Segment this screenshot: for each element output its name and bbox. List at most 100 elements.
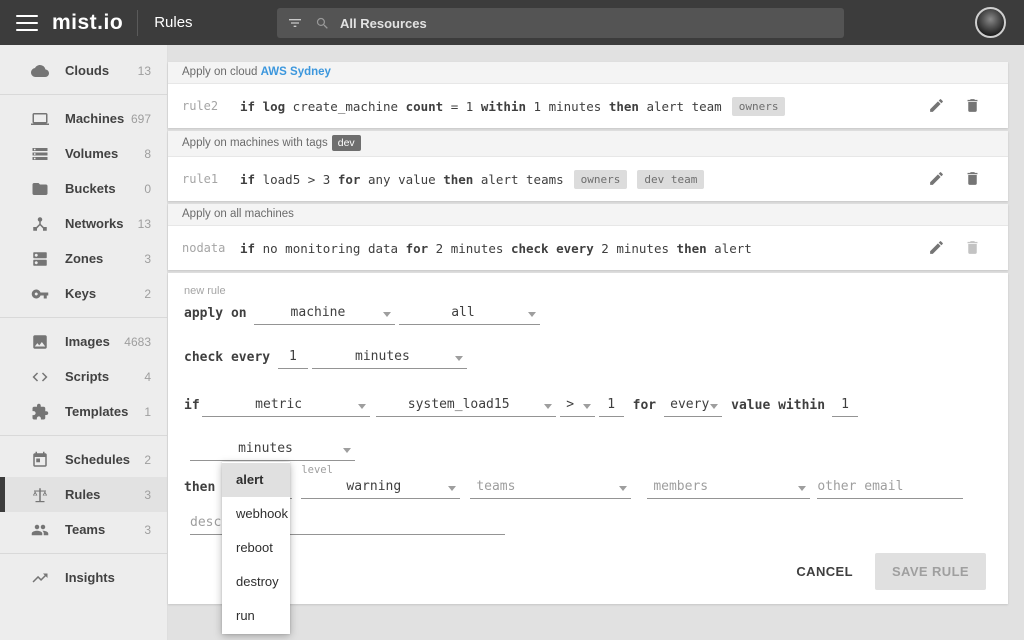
header-divider [137,9,139,36]
operator-select[interactable]: > [559,397,595,417]
delete-icon[interactable] [964,97,982,115]
filter-icon [289,19,301,27]
save-rule-button: SAVE RULE [874,553,986,590]
sidebar-item-label: Machines [65,111,125,126]
menu-icon[interactable] [16,14,38,31]
menu-item-destroy[interactable]: destroy [236,574,279,589]
check-every-value-input[interactable] [277,349,308,369]
level-select[interactable]: warning [301,479,461,499]
sidebar-item-teams[interactable]: Teams 3 [0,512,167,547]
rule-actions [928,239,982,257]
edit-icon[interactable] [928,97,946,115]
chevron-down-icon [343,448,351,453]
sidebar-item-count: 3 [144,487,151,502]
sidebar-item-count: 4683 [124,334,151,349]
sidebar-item-label: Schedules [65,452,131,467]
sidebar-item-label: Clouds [65,63,110,78]
scope-select[interactable]: all [399,305,541,325]
team-chip: dev team [637,169,705,189]
rule-group-header: Apply on machines with tags dev [168,131,1008,157]
sidebar-item-count: 697 [130,111,151,126]
sidebar-item-insights[interactable]: Insights [0,560,167,595]
sidebar-item-volumes[interactable]: Volumes 8 [0,136,167,171]
chevron-down-icon [619,486,628,491]
check-every-label: check every [184,350,278,365]
calendar-icon [30,450,50,470]
rule-group: Apply on cloud AWS Sydney rule2 if log cre… [168,62,1008,128]
other-email-input[interactable] [817,479,964,499]
menu-item-webhook[interactable]: webhook [236,506,289,521]
if-label: if [184,398,200,413]
rule-text: if log create_machine count = 1 within 1… [240,98,722,114]
sidebar-item-templates[interactable]: Templates 1 [0,394,167,429]
sidebar-item-keys[interactable]: Keys 2 [0,276,167,311]
description-row [184,515,992,535]
sidebar-item-count: 2 [144,286,151,301]
sidebar-item-zones[interactable]: Zones 3 [0,241,167,276]
condition-row: if metric system_load15 > for every valu… [184,397,992,417]
form-title: new rule [184,285,226,297]
apply-on-label: apply on [184,306,255,321]
rule-row: rule2 if log create_machine count = 1 wit… [168,84,1008,128]
group-header-text: Apply on machines with tags [182,137,328,149]
sidebar-item-count: 13 [137,63,151,78]
sidebar-item-clouds[interactable]: Clouds 13 [0,53,167,88]
window-unit-row: minutes [184,441,992,461]
search-box[interactable] [277,8,844,38]
aggregate-select[interactable]: every [664,397,723,417]
sidebar-item-count: 4 [144,369,151,384]
condition-target-select[interactable]: metric [201,397,370,417]
sidebar-item-buckets[interactable]: Buckets 0 [0,171,167,206]
chevron-down-icon [543,404,552,409]
window-unit-select[interactable]: minutes [190,441,355,461]
sidebar-item-label: Teams [65,522,106,537]
members-select[interactable]: members [647,479,811,499]
sidebar-item-schedules[interactable]: Schedules 2 [0,442,167,477]
rule-actions [928,170,982,188]
delete-icon[interactable] [964,170,982,188]
cancel-button[interactable]: CANCEL [788,554,861,589]
menu-item-reboot[interactable]: reboot [236,540,273,555]
edit-icon[interactable] [928,239,946,257]
cloud-link[interactable]: AWS Sydney [260,66,331,78]
team-chip: owners [573,169,628,189]
app-logo[interactable]: mist.io [52,10,124,34]
resource-type-select[interactable]: machine [254,305,396,325]
sidebar-item-scripts[interactable]: Scripts 4 [0,359,167,394]
check-every-unit-select[interactable]: minutes [311,349,467,369]
main-content: Apply on cloud AWS Sydney rule2 if log cre… [168,45,1024,640]
sidebar-item-label: Insights [65,570,115,585]
rule-actions [928,97,982,115]
delete-icon [964,239,982,257]
sidebar-item-machines[interactable]: Machines 697 [0,101,167,136]
sidebar-divider [0,553,167,554]
sidebar-item-label: Keys [65,286,97,301]
sidebar-item-images[interactable]: Images 4683 [0,324,167,359]
rule-text: if no monitoring data for 2 minutes chec… [240,240,752,256]
rule-row: nodata if no monitoring data for 2 minute… [168,226,1008,270]
sidebar-item-label: Networks [65,216,124,231]
teams-select[interactable]: teams [470,479,632,499]
group-header-text: Apply on cloud [182,66,261,78]
sidebar-item-label: Rules [65,487,101,502]
group-header-text: Apply on all machines [182,208,294,220]
edit-icon[interactable] [928,170,946,188]
chevron-down-icon [454,356,463,361]
sidebar-divider [0,435,167,436]
check-every-row: check every minutes [184,349,992,369]
sidebar-item-count: 8 [144,146,151,161]
sidebar-item-networks[interactable]: Networks 13 [0,206,167,241]
sidebar: Clouds 13 Machines 697 Volumes 8 Buckets 0 Netwo… [0,45,168,640]
menu-item-run[interactable]: run [236,608,255,623]
within-value-input[interactable] [832,397,859,417]
menu-item-alert[interactable]: alert [222,463,290,497]
action-dropdown-menu: alert webhook reboot destroy run [222,462,290,634]
user-avatar[interactable] [975,7,1006,38]
form-buttons: CANCEL SAVE RULE [184,545,992,590]
search-input[interactable] [340,15,834,31]
rule-group: Apply on machines with tags dev rule1 if lo… [168,131,1008,201]
new-rule-form: new rule apply on machine all check ever… [168,273,1008,634]
threshold-input[interactable] [598,397,624,417]
metric-select[interactable]: system_load15 [375,397,556,417]
sidebar-item-rules[interactable]: Rules 3 [0,477,167,512]
